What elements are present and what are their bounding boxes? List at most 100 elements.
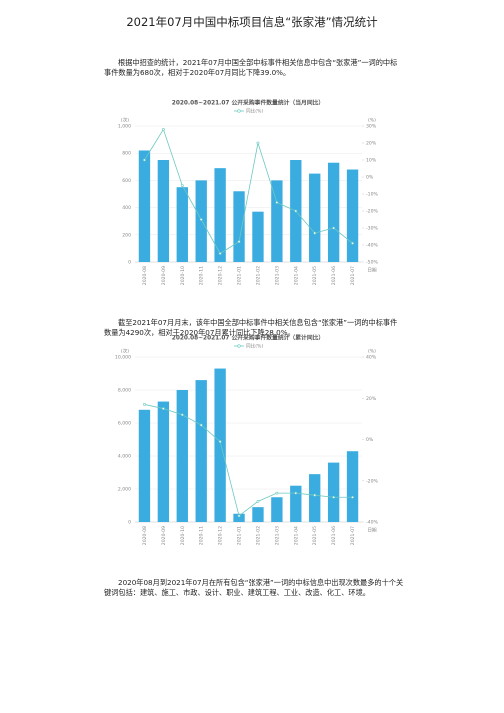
y-tick-label: 10,000 <box>115 355 131 361</box>
y-tick-label: 400 <box>122 205 131 211</box>
x-axis-label: 日期 <box>367 268 377 274</box>
bar <box>214 368 226 522</box>
y-tick-label: 200 <box>122 232 131 238</box>
y-tick-label: 1,000 <box>118 124 131 130</box>
x-tick-label: 2020-12 <box>218 526 224 545</box>
x-tick-label: 2020-10 <box>180 526 186 545</box>
bar <box>176 187 188 262</box>
y2-axis-label: (%) <box>368 118 376 124</box>
x-tick-label: 2020-08 <box>142 266 148 285</box>
x-tick-label: 2021-05 <box>312 526 318 545</box>
x-tick-label: 2021-04 <box>293 266 299 285</box>
bar <box>346 169 359 262</box>
y-tick-label: 6,000 <box>118 421 131 427</box>
y-tick-label: 0 <box>128 260 131 266</box>
y2-tick-label: 30% <box>366 124 377 130</box>
x-tick-label: 2020-09 <box>161 526 167 545</box>
bar <box>138 409 151 522</box>
y2-tick-label: 10% <box>366 158 377 164</box>
bar <box>271 497 283 522</box>
paragraph: 根据中招查的统计，2021年07月中国全部中标事件相关信息中包含“张家港”一词的… <box>104 58 398 77</box>
line-marker <box>218 252 222 255</box>
x-tick-label: 2021-03 <box>274 266 280 285</box>
legend-label: 同比(%) <box>246 108 263 115</box>
bar <box>327 462 340 522</box>
line-marker <box>294 209 298 213</box>
y2-tick-label: 0% <box>366 175 374 181</box>
line-marker <box>218 440 222 443</box>
x-axis-label: 日期 <box>367 528 377 534</box>
line-marker <box>313 231 317 235</box>
y-tick-label: 0 <box>128 520 131 526</box>
bar <box>252 211 264 262</box>
x-tick-label: 2020-08 <box>142 526 148 545</box>
bar <box>346 451 359 522</box>
x-tick-label: 2020-12 <box>218 266 224 285</box>
y2-tick-label: -40% <box>366 243 379 249</box>
x-tick-label: 2021-07 <box>350 526 356 545</box>
y-tick-label: 800 <box>122 151 131 157</box>
bar <box>271 180 283 262</box>
x-tick-label: 2021-06 <box>331 266 337 285</box>
y-tick-label: 4,000 <box>118 454 131 460</box>
bar <box>138 150 151 262</box>
x-tick-label: 2021-01 <box>237 266 243 285</box>
bar <box>214 168 226 262</box>
line-marker <box>143 158 146 162</box>
document-title: 2021年07月中国中标项目信息“张家港”情况统计 <box>126 15 378 29</box>
bar <box>157 160 170 262</box>
bar <box>157 401 170 522</box>
line-marker <box>351 495 354 499</box>
bar <box>233 191 245 262</box>
line-marker <box>237 240 241 244</box>
legend-marker <box>237 344 241 348</box>
line-marker <box>161 407 165 410</box>
line-marker <box>275 201 279 204</box>
x-tick-label: 2021-01 <box>237 526 243 545</box>
line-marker <box>237 514 241 518</box>
line-marker <box>294 491 298 495</box>
line-marker <box>256 141 260 145</box>
line-marker <box>199 423 203 427</box>
x-tick-label: 2021-02 <box>255 526 261 545</box>
x-tick-label: 2021-04 <box>293 526 299 545</box>
line-marker <box>313 493 317 497</box>
line-marker <box>180 413 184 417</box>
bar <box>233 513 245 522</box>
line-marker <box>199 218 203 221</box>
y2-tick-label: -10% <box>366 192 379 198</box>
y2-tick-label: -20% <box>366 209 379 215</box>
line-marker <box>143 403 146 406</box>
chart-title: 2020.08~2021.07 公开采购事件数量统计（当月同比） <box>172 99 324 107</box>
y-tick-label: 8,000 <box>118 388 131 394</box>
paragraph: 截至2021年07月月末，该年中国全部中标事件中相关信息包含“张家港”一词的中标… <box>104 318 398 337</box>
bar <box>195 180 207 262</box>
line <box>144 404 353 517</box>
line-marker <box>332 226 336 230</box>
legend-label: 同比(%) <box>246 343 263 350</box>
y2-tick-label: 40% <box>366 355 377 361</box>
y-axis-label: (次) <box>121 117 129 124</box>
y-axis-label: (次) <box>121 348 129 355</box>
chart-title: 2020.08~2021.07 公开采购事件数量统计（累计同比） <box>172 334 324 342</box>
x-tick-label: 2020-10 <box>180 266 186 285</box>
x-tick-label: 2021-02 <box>255 266 261 285</box>
line-marker <box>180 184 184 187</box>
legend-marker <box>237 109 241 113</box>
x-tick-label: 2020-11 <box>199 266 205 285</box>
line-marker <box>351 241 354 245</box>
x-tick-label: 2021-03 <box>274 526 280 545</box>
y2-tick-label: 0% <box>366 437 374 443</box>
line <box>144 128 353 255</box>
paragraph: 2020年08月到2021年07月在所有包含“张家港”一词的中标信息中出现次数最… <box>104 578 404 597</box>
y-tick-label: 2,000 <box>118 487 131 493</box>
y2-tick-label: 20% <box>366 141 377 147</box>
bar <box>176 390 188 522</box>
bar <box>252 507 264 522</box>
y-tick-label: 600 <box>122 178 131 184</box>
y2-tick-label: -40% <box>366 520 379 526</box>
x-tick-label: 2020-09 <box>161 266 167 285</box>
line-marker <box>161 127 165 131</box>
x-tick-label: 2020-11 <box>199 526 205 545</box>
